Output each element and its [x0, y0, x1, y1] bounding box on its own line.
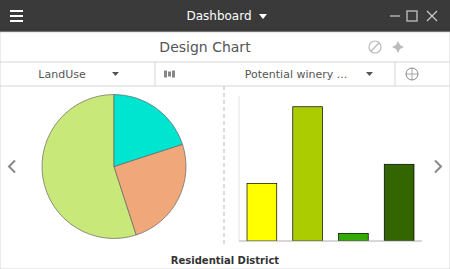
- content-area: [0, 32, 450, 269]
- root: Dashboard Design Chart LandUse Potential wi…: [0, 0, 450, 269]
- menu-line: [10, 10, 23, 12]
- globe-lines: [406, 68, 418, 80]
- minimize-button[interactable]: [390, 15, 400, 16]
- visibility-icon[interactable]: [369, 41, 381, 53]
- bar: [293, 107, 323, 241]
- dropdown-arrow: [112, 72, 119, 76]
- bar: [339, 233, 369, 241]
- heading: Design Chart: [159, 39, 251, 55]
- app-title[interactable]: Dashboard: [186, 9, 251, 23]
- divider: [155, 62, 156, 86]
- panel-divider: [224, 86, 225, 247]
- dropdown-arrow: [366, 72, 373, 76]
- divider: [395, 62, 396, 86]
- dashboard: Dashboard Design Chart LandUse Potential wi…: [0, 0, 450, 269]
- bar-chart: [247, 107, 414, 241]
- subheader-border: [0, 86, 450, 87]
- visibility-slash: [371, 43, 379, 51]
- dropdown-arrow: [259, 14, 267, 19]
- background: [0, 0, 450, 269]
- heading-border: [0, 62, 450, 63]
- pie-slice: [114, 95, 182, 167]
- bar-icon: [172, 71, 175, 78]
- settings-icon[interactable]: [392, 41, 404, 53]
- close-button[interactable]: [427, 11, 437, 21]
- maximize-button[interactable]: [407, 11, 417, 21]
- pie-chart: [42, 95, 186, 239]
- menu-icon[interactable]: [10, 10, 23, 22]
- menu-line: [10, 15, 23, 17]
- globe-icon[interactable]: [406, 68, 418, 80]
- menu-line: [10, 20, 23, 22]
- y-axis-line: [239, 96, 240, 241]
- title-bar: [0, 0, 450, 32]
- right-dropdown[interactable]: Potential winery ...: [245, 68, 348, 81]
- nav-next[interactable]: [435, 161, 441, 173]
- left-dropdown[interactable]: LandUse: [38, 68, 86, 81]
- bar: [247, 183, 277, 241]
- bar-icon: [164, 71, 167, 78]
- bar-icon: [168, 72, 171, 77]
- x-axis-label: Residential District: [171, 255, 280, 266]
- x-axis-line: [239, 241, 422, 242]
- nav-prev[interactable]: [9, 161, 15, 173]
- bar: [384, 164, 414, 241]
